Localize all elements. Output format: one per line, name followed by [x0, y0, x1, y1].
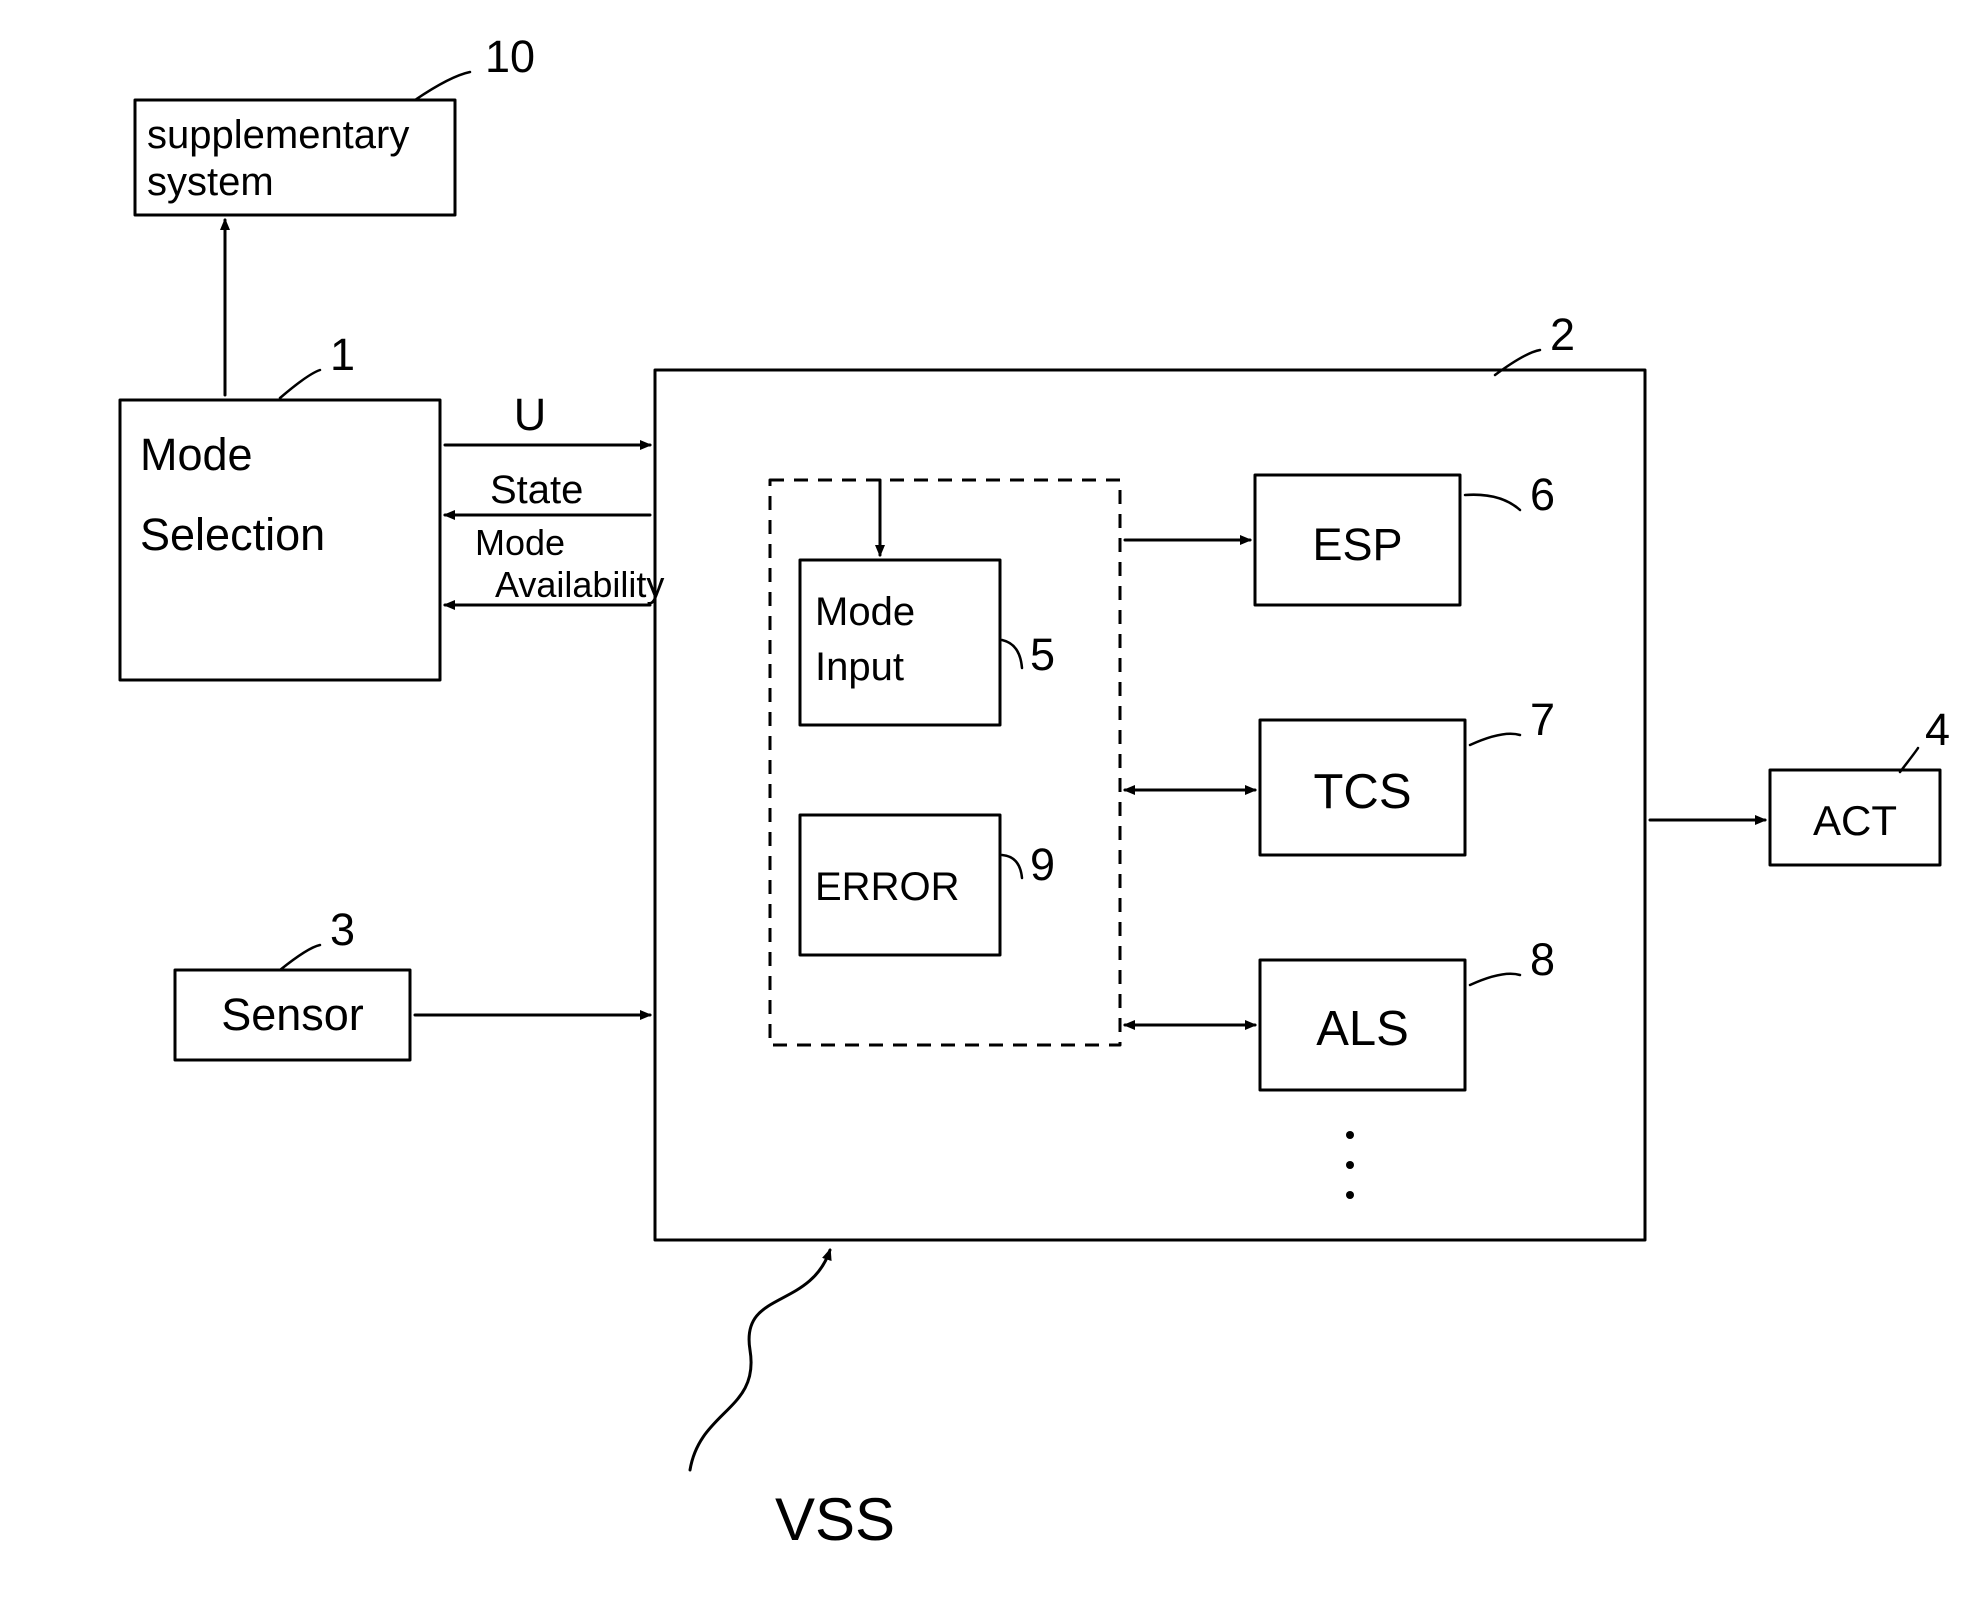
leader-mi [1002, 640, 1022, 668]
leader-mode [280, 370, 320, 398]
error-label: ERROR [815, 865, 959, 909]
ellipsis-dot [1346, 1161, 1354, 1169]
ref-10: 10 [485, 31, 535, 82]
ref-1: 1 [330, 329, 355, 380]
ellipsis-dot [1346, 1191, 1354, 1199]
leader-tcs [1470, 734, 1520, 745]
leader-act [1900, 748, 1918, 772]
leader-als [1470, 974, 1520, 985]
mode-label2: Selection [140, 509, 325, 560]
supplementary-label1: supplementary [147, 113, 409, 157]
ref-7: 7 [1530, 694, 1555, 745]
ref-5: 5 [1030, 629, 1055, 680]
main-container-box [655, 370, 1645, 1240]
leader-esp [1465, 495, 1520, 510]
leader-err [1002, 855, 1022, 878]
als-label: ALS [1316, 1002, 1409, 1056]
label-U: U [514, 389, 547, 440]
sensor-label: Sensor [221, 989, 364, 1040]
ref-8: 8 [1530, 934, 1555, 985]
mode-label1: Mode [140, 429, 253, 480]
label-state: State [490, 468, 583, 512]
mode-input-box [800, 560, 1000, 725]
mode-input-label2: Input [815, 645, 904, 689]
ref-2: 2 [1550, 309, 1575, 360]
ellipsis-dot [1346, 1131, 1354, 1139]
ref-4: 4 [1925, 704, 1950, 755]
mode-input-label1: Mode [815, 590, 915, 634]
dash-group-box [770, 480, 1120, 1045]
act-label: ACT [1813, 797, 1897, 844]
label-avail1: Mode [475, 522, 565, 563]
label-avail2: Availability [495, 564, 664, 605]
leader-sens [280, 945, 320, 970]
ref-6: 6 [1530, 469, 1555, 520]
supplementary-label2: system [147, 160, 274, 204]
vss-pointer [690, 1250, 830, 1470]
leader-supp [415, 72, 470, 100]
vss-label: VSS [775, 1486, 895, 1553]
tcs-label: TCS [1314, 765, 1412, 819]
ref-9: 9 [1030, 839, 1055, 890]
esp-label: ESP [1312, 519, 1402, 570]
ref-3: 3 [330, 904, 355, 955]
